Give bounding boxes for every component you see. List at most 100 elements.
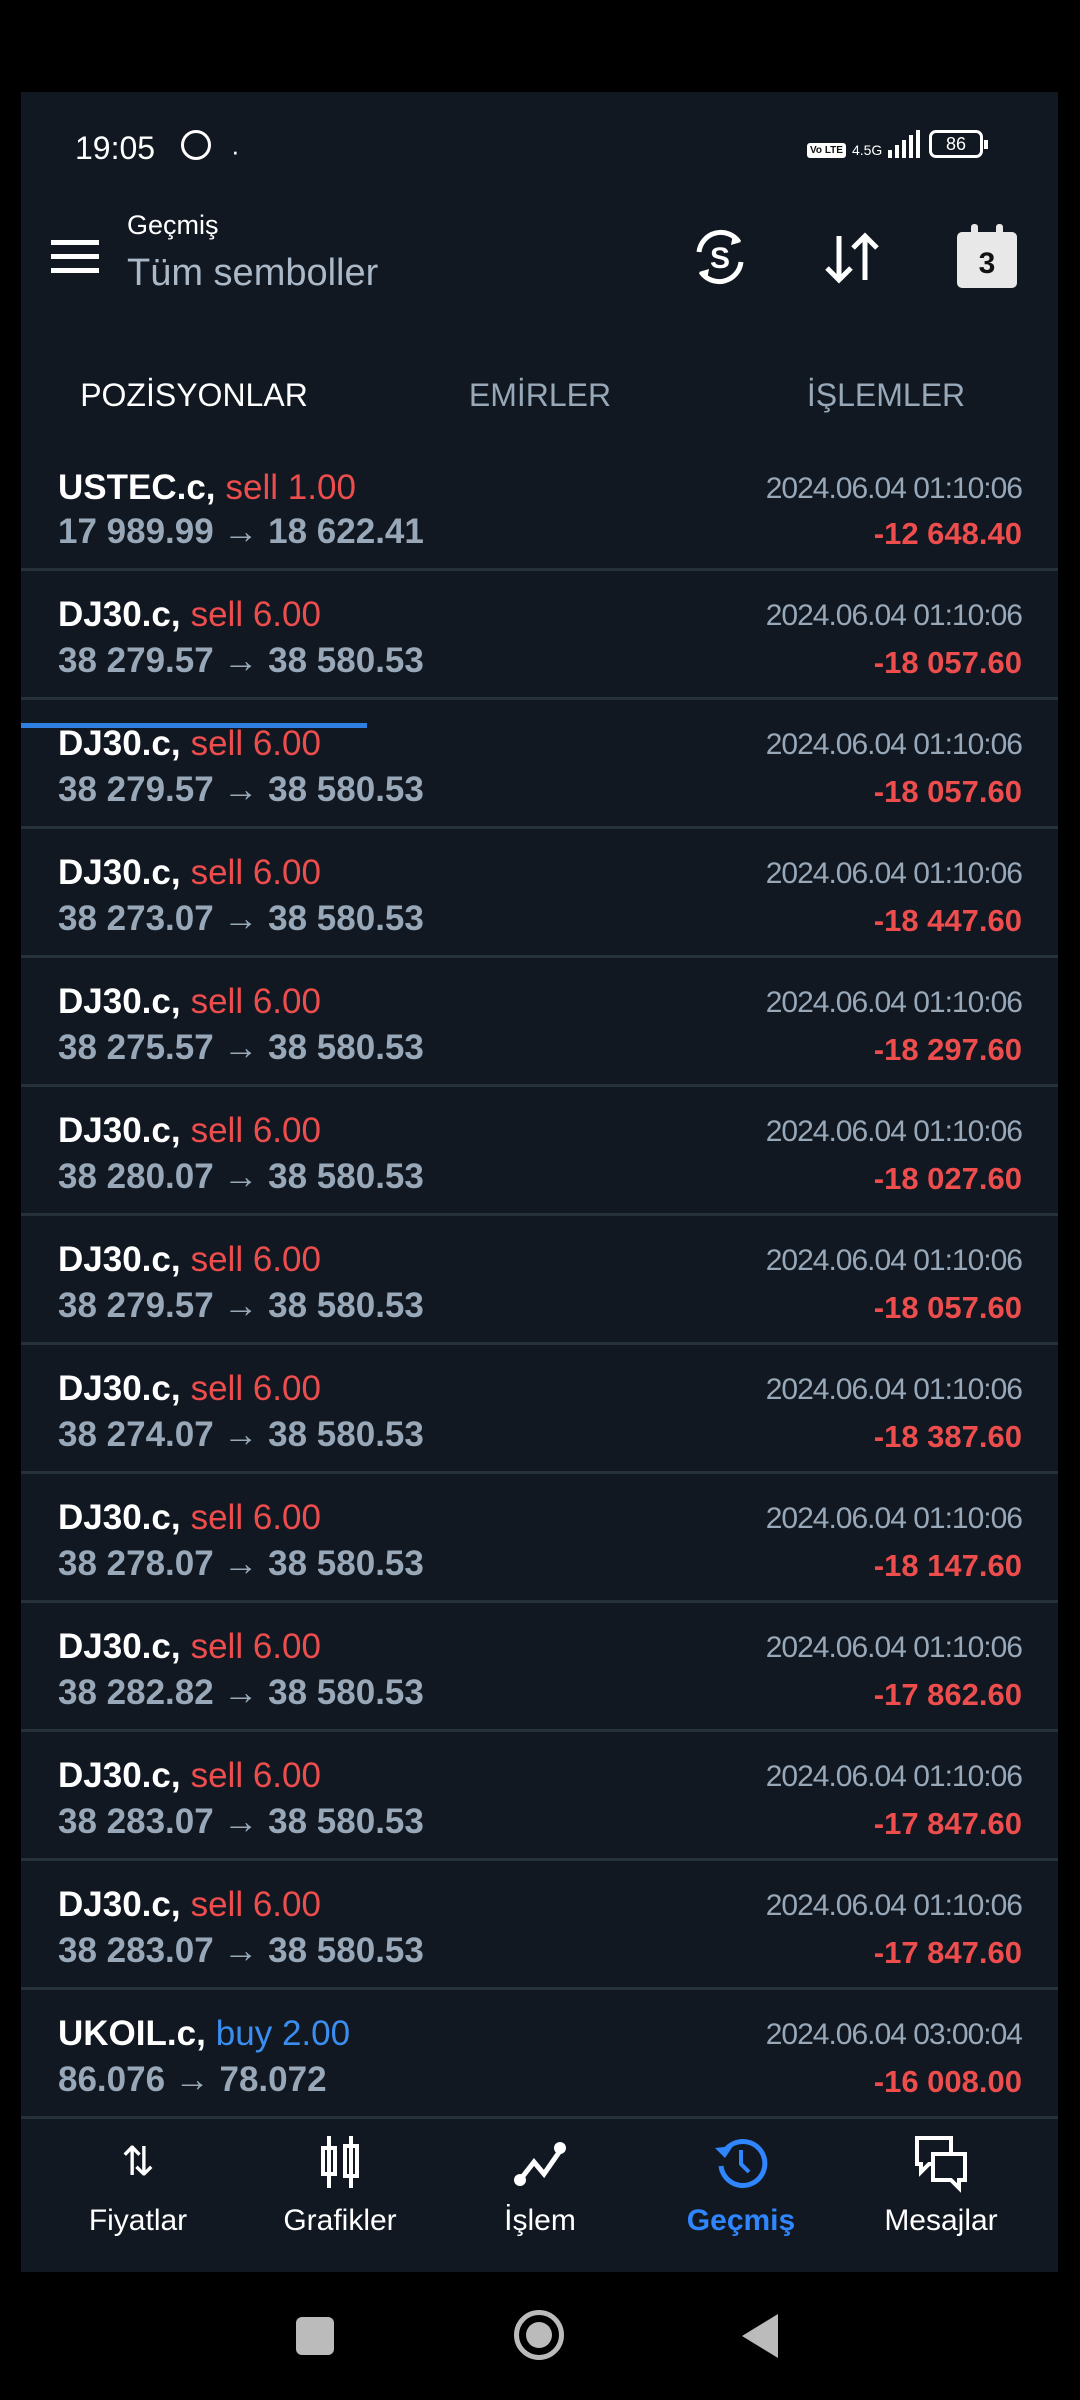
profit: -18 057.60 [873,774,1022,809]
position-header: DJ30.c, sell 6.00 [58,1756,321,1796]
status-bar: 19:05 · Vo LTE 4.5G 86 [21,92,1058,202]
nav-label: Geçmiş [686,2204,796,2237]
symbol-filter[interactable]: Tüm semboller [127,252,379,294]
price-range: 38 274.07 → 38 580.53 [58,1415,424,1454]
side-volume: sell 6.00 [190,1756,321,1795]
position-row[interactable]: DJ30.c, sell 6.00 38 280.07 → 38 580.53 202… [21,1087,1058,1216]
symbol: DJ30.c, [58,1756,181,1795]
clock: 19:05 [75,130,156,166]
price-range: 38 278.07 → 38 580.53 [58,1544,424,1583]
currency-exchange-icon[interactable]: S [685,222,755,292]
network-type: 4.5G [851,142,883,158]
profit: -18 057.60 [873,645,1022,680]
position-row[interactable]: DJ30.c, sell 6.00 38 279.57 → 38 580.53 202… [21,571,1058,700]
symbol: DJ30.c, [58,1240,181,1279]
tab-orders[interactable]: EMİRLER [468,377,612,413]
position-row[interactable]: DJ30.c, sell 6.00 38 278.07 → 38 580.53 202… [21,1474,1058,1603]
menu-icon[interactable] [51,240,99,274]
position-row[interactable]: DJ30.c, sell 6.00 38 274.07 → 38 580.53 202… [21,1345,1058,1474]
position-row[interactable]: DJ30.c, sell 6.00 38 275.57 → 38 580.53 202… [21,958,1058,1087]
position-header: DJ30.c, sell 6.00 [58,1240,321,1280]
nav-quotes[interactable]: ⇅ Fiyatlar [38,2132,238,2238]
position-row[interactable]: USTEC.c, sell 1.00 17 989.99 → 18 622.41 20… [21,458,1058,571]
symbol: DJ30.c, [58,1627,181,1666]
position-header: DJ30.c, sell 6.00 [58,1498,321,1538]
profit: -18 387.60 [873,1419,1022,1454]
tab-positions[interactable]: POZİSYONLAR [80,377,308,413]
profit: -18 447.60 [873,903,1022,938]
side-volume: sell 1.00 [225,468,356,507]
tab-deals[interactable]: İŞLEMLER [806,377,966,413]
position-row[interactable]: DJ30.c, sell 6.00 38 279.57 → 38 580.53 202… [21,700,1058,829]
side-volume: sell 6.00 [190,724,321,763]
symbol: DJ30.c, [58,1111,181,1150]
side-volume: sell 6.00 [190,1369,321,1408]
price-range: 38 280.07 → 38 580.53 [58,1157,424,1196]
trade-line-icon [440,2132,640,2192]
page-subtitle: Geçmiş [127,210,219,240]
symbol: DJ30.c, [58,853,181,892]
position-row[interactable]: DJ30.c, sell 6.00 38 283.07 → 38 580.53 202… [21,1861,1058,1990]
close-time: 2024.06.04 01:10:06 [765,1889,1023,1922]
positions-list: USTEC.c, sell 1.00 17 989.99 → 18 622.41 20… [21,458,1058,2119]
back-icon[interactable] [742,2314,778,2358]
side-volume: sell 6.00 [190,1627,321,1666]
close-time: 2024.06.04 01:10:06 [765,857,1023,890]
nav-history[interactable]: Geçmiş [641,2132,841,2238]
position-row[interactable]: DJ30.c, sell 6.00 38 273.07 → 38 580.53 202… [21,829,1058,958]
price-range: 38 279.57 → 38 580.53 [58,641,424,680]
whatsapp-icon [181,130,211,160]
nav-label: Fiyatlar [88,2204,188,2237]
calendar-icon[interactable]: 3 [957,224,1017,288]
side-volume: buy 2.00 [215,2014,351,2053]
signal-indicators: Vo LTE 4.5G [807,130,921,158]
profit: -17 847.60 [873,1806,1022,1841]
profit: -18 057.60 [873,1290,1022,1325]
symbol: UKOIL.c, [58,2014,206,2053]
position-row[interactable]: DJ30.c, sell 6.00 38 283.07 → 38 580.53 202… [21,1732,1058,1861]
active-tab-indicator [21,723,367,728]
close-time: 2024.06.04 01:10:06 [765,1631,1023,1664]
symbol: DJ30.c, [58,1498,181,1537]
close-time: 2024.06.04 01:10:06 [765,472,1023,505]
nav-charts[interactable]: Grafikler [240,2132,440,2238]
recent-apps-icon[interactable] [296,2317,334,2355]
nav-label: Mesajlar [884,2204,998,2237]
position-row[interactable]: UKOIL.c, buy 2.00 86.076 → 78.072 2024.06.0… [21,1990,1058,2119]
signal-icon [888,130,921,158]
profit: -16 008.00 [873,2064,1022,2099]
profit: -18 147.60 [873,1548,1022,1583]
profit: -12 648.40 [873,516,1022,551]
position-row[interactable]: DJ30.c, sell 6.00 38 282.82 → 38 580.53 202… [21,1603,1058,1732]
close-time: 2024.06.04 01:10:06 [765,1244,1023,1277]
position-row[interactable]: DJ30.c, sell 6.00 38 279.57 → 38 580.53 202… [21,1216,1058,1345]
sort-icon[interactable] [817,222,887,292]
profit: -17 862.60 [873,1677,1022,1712]
position-header: DJ30.c, sell 6.00 [58,982,321,1022]
close-time: 2024.06.04 01:10:06 [765,599,1023,632]
close-time: 2024.06.04 01:10:06 [765,986,1023,1019]
close-time: 2024.06.04 01:10:06 [765,1502,1023,1535]
position-header: DJ30.c, sell 6.00 [58,595,321,635]
side-volume: sell 6.00 [190,1885,321,1924]
position-header: UKOIL.c, buy 2.00 [58,2014,350,2054]
price-range: 38 283.07 → 38 580.53 [58,1931,424,1970]
svg-text:S: S [710,242,730,275]
close-time: 2024.06.04 03:00:04 [765,2018,1023,2051]
bottom-navigation: ⇅ Fiyatlar Grafikler İşlem Geçmiş Mesa [21,2092,1058,2272]
price-range: 38 275.57 → 38 580.53 [58,1028,424,1067]
close-time: 2024.06.04 01:10:06 [765,1373,1023,1406]
quotes-arrows-icon: ⇅ [121,2140,155,2184]
nav-trade[interactable]: İşlem [440,2132,640,2238]
price-range: 17 989.99 → 18 622.41 [58,512,424,551]
side-volume: sell 6.00 [190,982,321,1021]
nav-messages[interactable]: Mesajlar [841,2132,1041,2238]
profit: -18 297.60 [873,1032,1022,1067]
side-volume: sell 6.00 [190,1240,321,1279]
app-screen: 19:05 · Vo LTE 4.5G 86 Geçmiş Tüm sembol… [21,92,1058,2272]
price-range: 38 279.57 → 38 580.53 [58,770,424,809]
battery-icon: 86 [929,130,988,158]
volte-icon: Vo LTE [807,143,846,158]
price-range: 38 279.57 → 38 580.53 [58,1286,424,1325]
home-icon[interactable] [514,2310,564,2360]
